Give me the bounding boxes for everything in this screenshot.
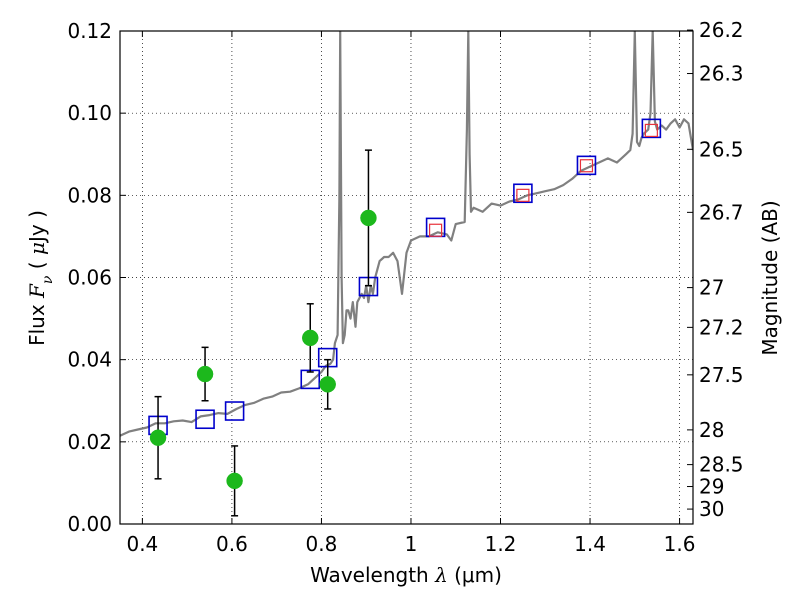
right-axis-label: Magnitude (AB) [758,200,782,355]
mag-tick-label: 28 [699,418,724,442]
mag-tick-label: 26.5 [699,137,744,161]
data-point [302,329,319,347]
model-square-red [516,188,530,202]
data-point [360,209,377,227]
x-tick-label: 1.2 [485,532,517,556]
model-square [513,183,533,204]
model-square-red [428,223,443,237]
x-tick-label: 1.6 [664,532,696,556]
mag-tick-label: 28.5 [699,453,744,477]
x-tick-label: 1.4 [574,532,606,556]
x-tick-label: 0.8 [306,532,338,556]
x-tick-label: 1 [405,532,418,556]
y-tick-label: 0.00 [67,512,112,536]
spectrum-line [120,31,693,437]
data-point [319,376,336,393]
y-tick-label: 0.02 [67,430,112,454]
y-tick-label: 0.12 [67,19,112,43]
x-tick-label: 0.6 [216,532,248,556]
plot-area [120,31,693,517]
model-square-red [644,123,658,138]
model-square [224,401,245,421]
mag-tick-label: 26.3 [699,62,744,86]
x-axis-label: Wavelength λ (μm) [310,563,502,587]
mag-tick-label: 27.2 [699,315,744,339]
data-point [149,429,167,446]
mag-tick-label: 26.2 [699,18,744,42]
ticks: 0.4 0.6 0.8 1 1.2 1.4 1.6 0.00 0.02 0.04 0.06 0.08 0… [67,18,743,556]
mag-tick-label: 27.5 [699,363,744,387]
mag-tick-label: 26.7 [699,200,744,224]
model-square [576,155,597,176]
y-tick-label: 0.10 [67,101,112,125]
mag-tick-label: 29 [699,475,724,499]
data-point [226,472,243,490]
model-square [641,118,662,139]
x-tick-label: 0.4 [126,532,158,556]
model-square [195,409,215,430]
y-axis-label: Flux Fν ( μJy ) [25,210,56,346]
mag-tick-label: 27 [699,276,724,300]
y-tick-label: 0.06 [67,266,112,290]
y-tick-label: 0.04 [67,348,112,372]
y-tick-label: 0.08 [67,183,112,207]
mag-tick-label: 30 [699,497,724,521]
data-point [196,365,214,383]
model-square-red [579,159,594,173]
